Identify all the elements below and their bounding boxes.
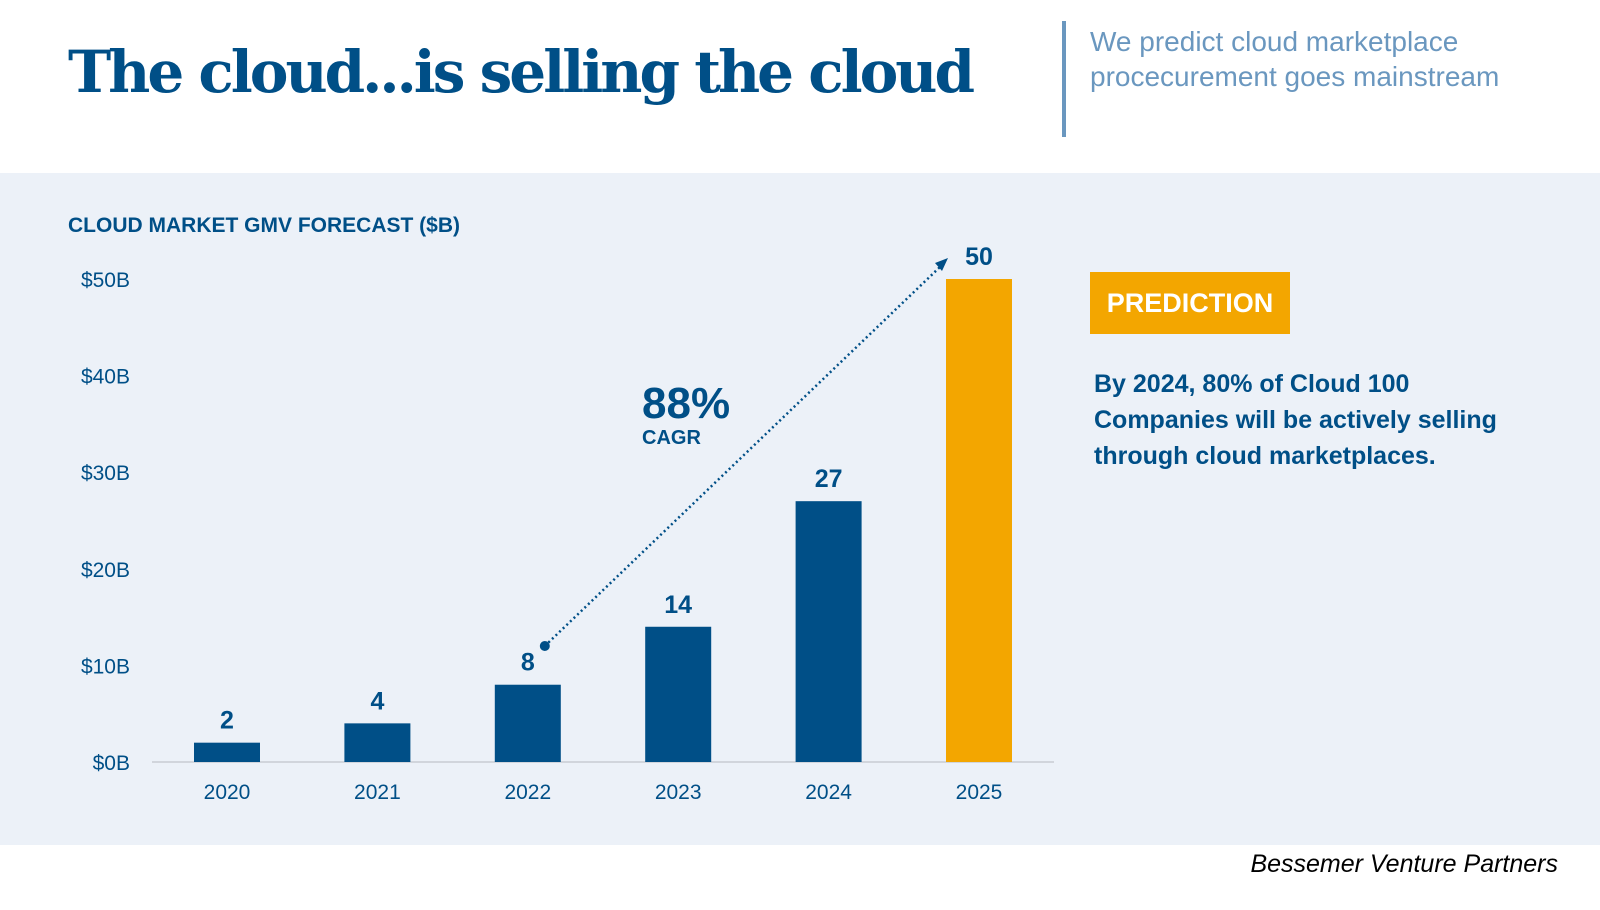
y-tick-label: $0B xyxy=(93,752,130,775)
data-label-2024: 27 xyxy=(815,465,843,493)
x-tick-label-2022: 2022 xyxy=(504,781,551,804)
y-tick-label: $20B xyxy=(81,559,130,582)
x-tick-label-2025: 2025 xyxy=(956,781,1003,804)
x-tick-label-2021: 2021 xyxy=(354,781,401,804)
y-tick-label: $40B xyxy=(81,366,130,389)
page-title: The cloud...is selling the cloud xyxy=(68,38,975,106)
cagr-annotation: 88% CAGR xyxy=(642,379,731,449)
y-tick-label: $30B xyxy=(81,462,130,485)
y-tick-label: $50B xyxy=(81,269,130,292)
cagr-label: CAGR xyxy=(642,427,701,449)
bar-2025 xyxy=(946,279,1012,762)
arrow-head-icon xyxy=(935,258,948,271)
y-tick-label: $10B xyxy=(81,655,130,678)
x-tick-label-2020: 2020 xyxy=(204,781,251,804)
bar-2022 xyxy=(494,684,561,762)
bar-2024 xyxy=(795,501,862,762)
chart-title: CLOUD MARKET GMV FORECAST ($B) xyxy=(68,214,460,237)
data-label-2021: 4 xyxy=(370,687,384,715)
x-tick-label-2023: 2023 xyxy=(655,781,702,804)
data-label-2025: 50 xyxy=(965,243,993,271)
bar-2020 xyxy=(194,742,260,762)
x-tick-label-2024: 2024 xyxy=(805,781,852,804)
prediction-text: By 2024, 80% of Cloud 100 Companies will… xyxy=(1094,370,1497,470)
bar-2023 xyxy=(645,626,712,762)
data-label-2023: 14 xyxy=(664,591,692,619)
source-credit: Bessemer Venture Partners xyxy=(1250,850,1558,878)
data-label-2020: 2 xyxy=(220,707,234,735)
prediction-badge: PREDICTION xyxy=(1090,272,1290,334)
bar-2021 xyxy=(344,723,411,762)
cagr-value: 88% xyxy=(642,379,731,428)
data-label-2022: 8 xyxy=(521,649,535,677)
subtitle-divider xyxy=(1062,21,1066,137)
cagr-arrow-line xyxy=(543,265,942,647)
subtitle: We predict cloud marketplace procecureme… xyxy=(1090,26,1500,92)
